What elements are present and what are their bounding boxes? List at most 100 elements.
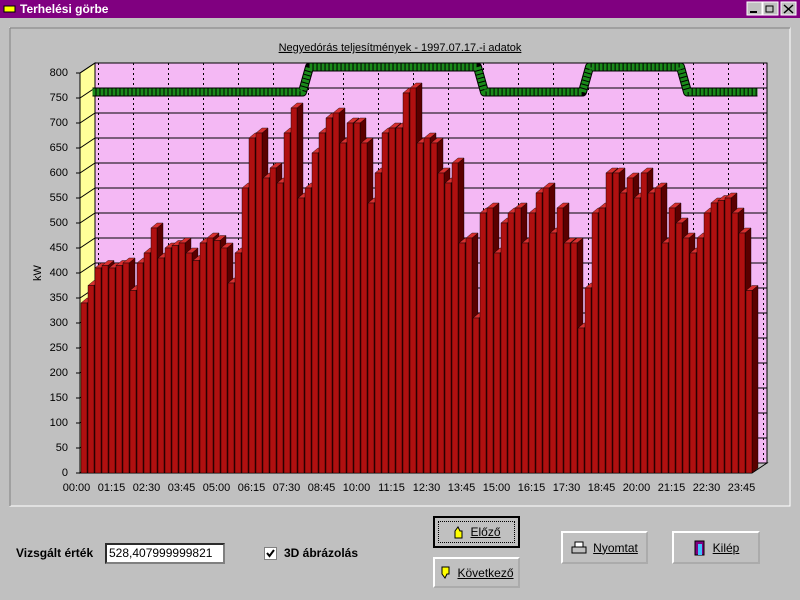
bar (115, 265, 123, 474)
window-buttons[interactable] (746, 0, 798, 18)
bar (738, 232, 746, 474)
bar (276, 182, 284, 474)
bar (724, 197, 732, 474)
exit-button[interactable]: Kilép (672, 531, 760, 564)
bar-side (751, 285, 759, 474)
bar (374, 172, 382, 474)
next-button[interactable]: Következő (433, 557, 520, 588)
bar (619, 192, 627, 474)
y-axis-label: kW (32, 264, 44, 281)
bar (262, 177, 270, 474)
bar (353, 122, 361, 474)
x-tick-label: 12:30 (413, 482, 441, 494)
grid-line (79, 112, 767, 124)
icon (454, 526, 463, 539)
bar (626, 177, 634, 474)
bar (304, 187, 312, 474)
y-tick-label: 100 (50, 417, 68, 429)
x-tick-label: 17:30 (553, 482, 581, 494)
bar (437, 172, 445, 474)
bar (696, 237, 704, 474)
bar (717, 200, 725, 474)
y-tick-label: 450 (50, 242, 68, 254)
bar (346, 122, 354, 474)
x-tick-label: 07:30 (273, 482, 301, 494)
bar (360, 142, 368, 474)
bar (409, 87, 417, 474)
bar (108, 267, 116, 474)
bar (220, 247, 228, 474)
bar (227, 282, 235, 474)
bar (661, 242, 669, 474)
y-tick-label: 750 (50, 92, 68, 104)
bar (528, 212, 536, 474)
bar (136, 262, 144, 474)
window-title: Terhelési görbe (20, 2, 109, 16)
bar (290, 107, 298, 474)
bar (423, 137, 431, 474)
x-tick-label: 10:00 (343, 482, 371, 494)
bar (521, 242, 529, 474)
y-tick-label: 600 (50, 167, 68, 179)
bar (689, 252, 697, 474)
y-tick-label: 300 (50, 317, 68, 329)
bar (185, 252, 193, 474)
bar (633, 197, 641, 474)
bar (500, 222, 508, 474)
bar (591, 212, 599, 474)
x-tick-label: 03:45 (168, 482, 196, 494)
bar (465, 237, 473, 474)
bar (339, 142, 347, 474)
checkbox-label: 3D ábrázolás (284, 546, 359, 560)
bar (122, 262, 130, 474)
y-tick-label: 150 (50, 392, 68, 404)
bar (283, 132, 291, 474)
bar (745, 290, 753, 474)
bar (164, 247, 172, 474)
bar (192, 260, 200, 474)
x-tick-label: 00:00 (63, 482, 91, 494)
bar (451, 162, 459, 474)
limit-line (92, 63, 758, 96)
bar (577, 327, 585, 474)
bar (654, 187, 662, 474)
bar (87, 285, 95, 474)
bar (150, 227, 158, 474)
bar (731, 212, 739, 474)
bar (381, 132, 389, 474)
x-tick-label: 13:45 (448, 482, 476, 494)
bar (416, 142, 424, 474)
bar (675, 222, 683, 474)
y-tick-label: 250 (50, 342, 68, 354)
grid-line (79, 62, 767, 74)
bar (598, 207, 606, 474)
x-tick-label: 16:15 (518, 482, 546, 494)
print-button[interactable]: Nyomtat (561, 531, 648, 564)
bar (549, 232, 557, 474)
y-tick-label: 0 (62, 467, 68, 479)
x-tick-label: 11:15 (378, 482, 405, 494)
bar (241, 187, 249, 474)
bar (612, 172, 620, 474)
bar (80, 302, 88, 474)
value-input[interactable]: 528,407999999821 (105, 543, 225, 564)
prev-button[interactable]: Előző (433, 516, 520, 548)
bar (493, 252, 501, 474)
y-tick-label: 800 (50, 67, 68, 79)
y-tick-label: 700 (50, 117, 68, 129)
bar (332, 112, 340, 474)
y-tick-label: 350 (50, 292, 68, 304)
bar (703, 212, 711, 474)
bar (563, 242, 571, 474)
bar (535, 192, 543, 474)
bar (430, 142, 438, 474)
bar (402, 92, 410, 474)
value-label: Vizsgált érték (16, 546, 94, 560)
checkbox[interactable] (264, 547, 277, 560)
bar (444, 182, 452, 474)
bar (318, 132, 326, 474)
bar (668, 207, 676, 474)
bar (682, 237, 690, 474)
icon (694, 540, 705, 555)
